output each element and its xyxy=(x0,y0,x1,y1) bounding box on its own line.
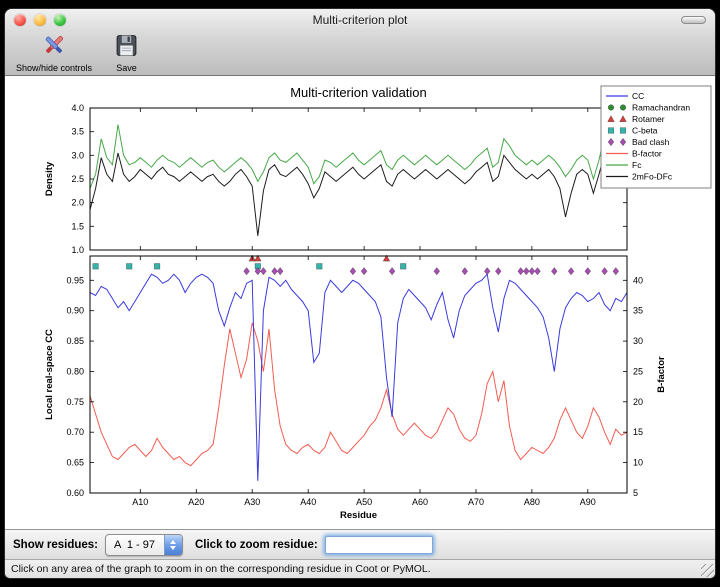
svg-text:A30: A30 xyxy=(244,497,260,507)
svg-text:0.60: 0.60 xyxy=(66,488,84,498)
B-factor-line xyxy=(89,322,628,467)
svg-text:0.85: 0.85 xyxy=(66,336,84,346)
title-bar[interactable]: Multi-criterion plot xyxy=(5,9,715,31)
svg-text:A80: A80 xyxy=(524,497,540,507)
zoom-residue-input[interactable] xyxy=(324,535,433,554)
svg-text:Fc: Fc xyxy=(632,160,642,170)
toolbar: Show/hide controls Save xyxy=(5,31,715,75)
svg-text:0.80: 0.80 xyxy=(66,367,84,377)
svg-text:15: 15 xyxy=(633,427,643,437)
status-text: Click on any area of the graph to zoom i… xyxy=(11,563,431,575)
show-hide-controls-button[interactable]: Show/hide controls xyxy=(13,32,95,74)
minimize-button[interactable] xyxy=(34,14,46,26)
svg-text:A10: A10 xyxy=(132,497,148,507)
svg-text:0.65: 0.65 xyxy=(66,458,84,468)
x-axis-label: Residue xyxy=(340,510,377,521)
show-residues-label: Show residues: xyxy=(13,538,98,551)
residue-range-select[interactable]: A 1 - 97 xyxy=(105,533,183,556)
bfactor-axis-label: B-factor xyxy=(656,356,667,393)
save-button[interactable]: Save xyxy=(111,32,142,74)
zoom-residue-label: Click to zoom residue: xyxy=(194,538,318,551)
svg-text:35: 35 xyxy=(633,306,643,316)
svg-text:2.5: 2.5 xyxy=(71,174,84,184)
cc-axes xyxy=(89,255,628,494)
svg-text:2.0: 2.0 xyxy=(71,198,84,208)
svg-text:0.75: 0.75 xyxy=(66,397,84,407)
svg-text:A50: A50 xyxy=(356,497,372,507)
svg-text:0.70: 0.70 xyxy=(66,427,84,437)
svg-text:A60: A60 xyxy=(412,497,428,507)
density-axis-label: Density xyxy=(44,161,55,196)
legend-box xyxy=(600,85,712,189)
svg-text:C-beta: C-beta xyxy=(632,126,658,136)
svg-text:40: 40 xyxy=(633,275,643,285)
plot-content: Multi-criterion validation 4.0 3.5 3.0 2.5 2.… xyxy=(5,76,715,529)
tool-label: Show/hide controls xyxy=(16,63,93,73)
2mFo-DFc-line xyxy=(89,151,628,236)
svg-text:1.0: 1.0 xyxy=(71,245,84,255)
density-axes xyxy=(89,107,628,251)
svg-text:Rotamer: Rotamer xyxy=(632,114,665,124)
svg-text:3.5: 3.5 xyxy=(71,127,84,137)
save-icon xyxy=(114,33,139,63)
svg-text:Ramachandran: Ramachandran xyxy=(632,103,690,113)
svg-text:20: 20 xyxy=(633,397,643,407)
Fc-line xyxy=(89,124,628,189)
svg-text:A40: A40 xyxy=(300,497,316,507)
svg-text:A90: A90 xyxy=(580,497,596,507)
svg-text:A70: A70 xyxy=(468,497,484,507)
svg-text:3.0: 3.0 xyxy=(71,150,84,160)
status-bar: Click on any area of the graph to zoom i… xyxy=(5,559,715,578)
window-controls xyxy=(14,14,66,26)
residue-range-value: A 1 - 97 xyxy=(114,538,155,551)
app-window: Multi-criterion plot xyxy=(4,8,716,579)
zoom-window-button[interactable] xyxy=(54,14,66,26)
stepper-arrows-icon xyxy=(163,534,182,555)
svg-text:2mFo-DFc: 2mFo-DFc xyxy=(632,172,673,182)
svg-text:25: 25 xyxy=(633,367,643,377)
cc-axis-label: Local real-space CC xyxy=(44,329,55,420)
resize-grip[interactable] xyxy=(701,564,714,577)
toolbar-toggle-button[interactable] xyxy=(681,16,706,24)
svg-text:Bad clash: Bad clash xyxy=(632,137,670,147)
figure-title: Multi-criterion validation xyxy=(290,85,427,100)
plot-area[interactable]: Multi-criterion validation 4.0 3.5 3.0 2.5 2.… xyxy=(5,76,715,529)
CC-line xyxy=(89,273,628,481)
svg-text:30: 30 xyxy=(633,336,643,346)
window-title: Multi-criterion plot xyxy=(312,13,408,27)
svg-text:5: 5 xyxy=(633,488,638,498)
svg-text:CC: CC xyxy=(632,91,644,101)
svg-text:4.0: 4.0 xyxy=(71,103,84,113)
svg-text:A20: A20 xyxy=(188,497,204,507)
svg-text:0.90: 0.90 xyxy=(66,306,84,316)
svg-text:B-factor: B-factor xyxy=(632,149,662,159)
svg-text:1.5: 1.5 xyxy=(71,221,84,231)
window-header: Multi-criterion plot xyxy=(5,9,715,76)
controls-bar: Show residues: A 1 - 97 Click to zoom re… xyxy=(5,529,715,559)
tool-label: Save xyxy=(116,63,137,73)
close-button[interactable] xyxy=(14,14,26,26)
multi-criterion-chart[interactable]: Multi-criterion validation 4.0 3.5 3.0 2.5 2.… xyxy=(5,78,715,529)
svg-text:0.95: 0.95 xyxy=(66,275,84,285)
svg-text:10: 10 xyxy=(633,458,643,468)
tools-icon xyxy=(41,33,67,63)
